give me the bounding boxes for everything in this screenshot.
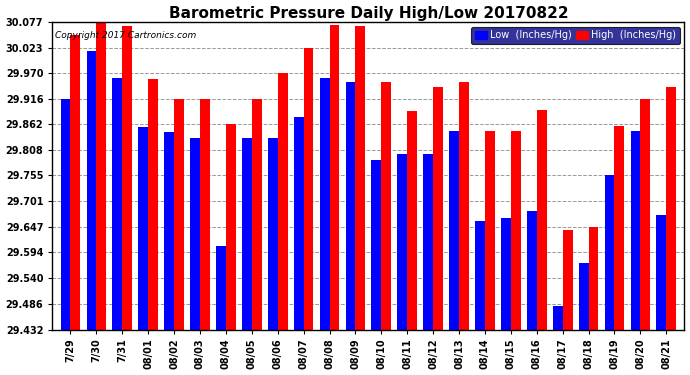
Bar <box>122 26 132 330</box>
Bar <box>604 174 615 330</box>
Bar <box>459 82 469 330</box>
Bar <box>501 218 511 330</box>
Bar <box>579 263 589 330</box>
Bar <box>640 99 650 330</box>
Bar <box>382 82 391 330</box>
Bar <box>562 230 573 330</box>
Bar <box>475 221 485 330</box>
Bar <box>615 126 624 330</box>
Bar <box>589 226 598 330</box>
Bar <box>200 99 210 330</box>
Bar <box>174 99 184 330</box>
Bar <box>242 138 252 330</box>
Bar <box>226 124 236 330</box>
Bar <box>485 131 495 330</box>
Bar <box>330 25 339 330</box>
Bar <box>346 82 355 330</box>
Bar <box>631 131 640 330</box>
Bar <box>511 131 521 330</box>
Bar <box>294 117 304 330</box>
Bar <box>190 138 200 330</box>
Bar <box>252 99 262 330</box>
Bar <box>319 78 330 330</box>
Text: Copyright 2017 Cartronics.com: Copyright 2017 Cartronics.com <box>55 31 197 40</box>
Bar <box>216 246 226 330</box>
Bar <box>148 78 158 330</box>
Bar <box>304 48 313 330</box>
Bar <box>527 211 537 330</box>
Bar <box>423 154 433 330</box>
Bar <box>537 110 546 330</box>
Bar <box>355 26 365 330</box>
Bar <box>61 99 70 330</box>
Bar <box>371 160 382 330</box>
Bar <box>449 131 459 330</box>
Title: Barometric Pressure Daily High/Low 20170822: Barometric Pressure Daily High/Low 20170… <box>168 6 568 21</box>
Bar <box>164 132 174 330</box>
Bar <box>433 87 443 330</box>
Bar <box>277 73 288 330</box>
Bar <box>667 87 676 330</box>
Bar <box>553 306 562 330</box>
Bar <box>138 127 148 330</box>
Bar <box>97 22 106 330</box>
Bar <box>407 111 417 330</box>
Bar <box>268 138 277 330</box>
Legend: Low  (Inches/Hg), High  (Inches/Hg): Low (Inches/Hg), High (Inches/Hg) <box>471 27 680 44</box>
Bar <box>112 78 122 330</box>
Bar <box>70 34 80 330</box>
Bar <box>656 215 667 330</box>
Bar <box>397 154 407 330</box>
Bar <box>86 51 97 330</box>
